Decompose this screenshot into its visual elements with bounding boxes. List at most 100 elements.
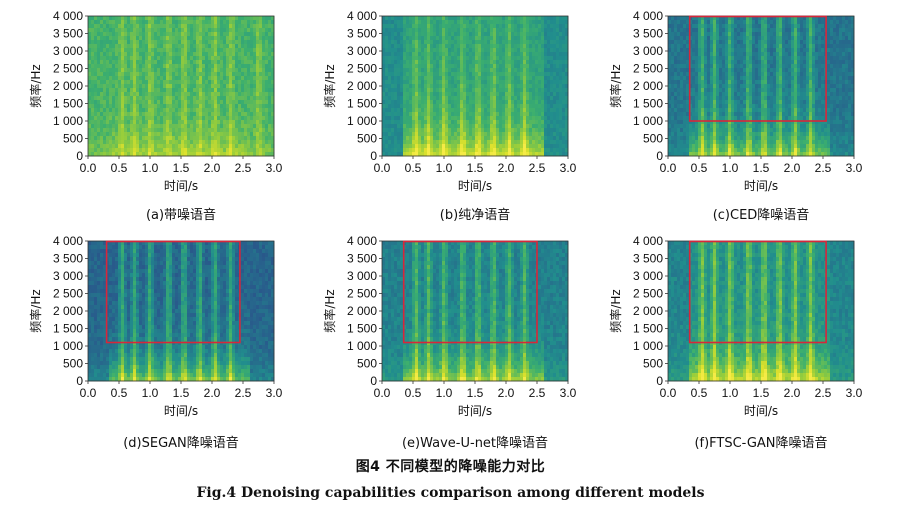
panel-caption: (d)SEGAN降噪语音 — [123, 436, 239, 451]
x-tick-label: 2.5 — [529, 161, 546, 175]
x-tick-label: 2.0 — [498, 161, 515, 175]
panel-caption: (c)CED降噪语音 — [712, 208, 810, 223]
x-tick-label: 1.5 — [173, 161, 190, 175]
spectrogram-heatmap — [668, 16, 855, 157]
y-axis-label: 频率/Hz — [322, 289, 337, 332]
x-tick-label: 1.0 — [722, 386, 739, 400]
y-tick-label: 3 500 — [53, 27, 83, 41]
spectrogram-panel-waveunet: 4 000 3 500 3 000 2 500 2 000 1 500 1 000 500 0 0… — [322, 234, 578, 425]
y-tick-label: 2 000 — [633, 304, 663, 318]
x-tick-label: 0.5 — [405, 386, 422, 400]
x-tick-label: 1.0 — [436, 161, 453, 175]
y-tick-label: 500 — [63, 132, 83, 146]
y-tick-label: 0 — [656, 149, 663, 163]
x-tick-label: 1.0 — [436, 386, 453, 400]
y-tick-label: 3 000 — [53, 44, 83, 58]
x-tick-label: 0.5 — [691, 161, 708, 175]
y-tick-label: 1 500 — [633, 322, 663, 336]
x-tick-label: 0.0 — [80, 161, 97, 175]
x-tick-label: 2.5 — [815, 161, 832, 175]
x-axis-label: 时间/s — [164, 179, 198, 193]
x-axis-label: 时间/s — [458, 404, 492, 418]
y-tick-label: 3 500 — [633, 27, 663, 41]
y-tick-label: 1 000 — [633, 114, 663, 128]
y-tick-label: 1 000 — [633, 339, 663, 353]
y-tick-label: 1 000 — [53, 114, 83, 128]
y-tick-label: 3 000 — [633, 269, 663, 283]
spectrogram-heatmap — [668, 241, 855, 382]
figure-caption-cn: 图4 不同模型的降噪能力对比 — [355, 459, 546, 475]
y-tick-label: 3 500 — [53, 252, 83, 266]
panel-caption: (f)FTSC-GAN降噪语音 — [694, 436, 828, 451]
x-tick-label: 0.5 — [111, 161, 128, 175]
spectrogram-panel-clean: 4 000 3 500 3 000 2 500 2 000 1 500 1 000 500 0 0… — [322, 9, 578, 200]
y-tick-label: 1 500 — [633, 97, 663, 111]
y-tick-label: 3 500 — [633, 252, 663, 266]
y-tick-label: 2 500 — [347, 62, 377, 76]
x-tick-label: 3.0 — [560, 386, 577, 400]
spectrogram-heatmap — [88, 241, 275, 382]
y-tick-label: 3 000 — [53, 269, 83, 283]
x-tick-label: 2.0 — [784, 386, 801, 400]
y-tick-label: 3 000 — [347, 44, 377, 58]
y-tick-label: 500 — [357, 357, 377, 371]
x-tick-label: 3.0 — [266, 161, 283, 175]
y-tick-label: 3 500 — [347, 252, 377, 266]
y-tick-label: 2 000 — [53, 304, 83, 318]
x-tick-label: 1.5 — [173, 386, 190, 400]
x-tick-label: 0.0 — [80, 386, 97, 400]
y-tick-label: 0 — [76, 374, 83, 388]
y-tick-label: 2 500 — [53, 62, 83, 76]
spectrogram-heatmap — [382, 241, 569, 382]
highlight-box — [688, 240, 827, 344]
y-tick-label: 4 000 — [347, 234, 377, 248]
x-tick-label: 2.5 — [815, 386, 832, 400]
y-tick-label: 500 — [63, 357, 83, 371]
x-tick-label: 3.0 — [266, 386, 283, 400]
x-tick-label: 2.5 — [529, 386, 546, 400]
x-tick-label: 1.0 — [722, 161, 739, 175]
y-tick-label: 500 — [357, 132, 377, 146]
x-tick-label: 1.5 — [753, 386, 770, 400]
y-tick-label: 1 000 — [347, 339, 377, 353]
y-tick-label: 2 500 — [633, 62, 663, 76]
y-axis-label: 频率/Hz — [608, 289, 623, 332]
panel-caption: (b)纯净语音 — [439, 208, 511, 223]
x-tick-label: 3.0 — [846, 161, 863, 175]
y-tick-label: 2 000 — [53, 79, 83, 93]
y-tick-label: 2 000 — [347, 304, 377, 318]
x-tick-label: 1.5 — [467, 161, 484, 175]
spectrogram-panel-segan: 4 000 3 500 3 000 2 500 2 000 1 500 1 000 500 0 0… — [28, 234, 284, 425]
x-tick-label: 0.5 — [691, 386, 708, 400]
spectrogram-panel-noisy: 4 000 3 500 3 000 2 500 2 000 1 500 1 000 500 0 0… — [28, 9, 284, 200]
y-tick-label: 0 — [370, 149, 377, 163]
panel-caption: (a)带噪语音 — [145, 208, 217, 223]
x-tick-label: 1.0 — [142, 161, 159, 175]
y-tick-label: 1 500 — [53, 97, 83, 111]
x-tick-label: 2.5 — [235, 386, 252, 400]
highlight-box — [402, 240, 538, 344]
x-tick-label: 1.0 — [142, 386, 159, 400]
y-tick-label: 2 000 — [347, 79, 377, 93]
y-tick-label: 3 000 — [347, 269, 377, 283]
y-axis-label: 频率/Hz — [322, 64, 337, 107]
x-axis-label: 时间/s — [744, 179, 778, 193]
figure-caption-en: Fig.4 Denoising capabilities comparison … — [196, 485, 705, 501]
x-tick-label: 2.5 — [235, 161, 252, 175]
y-tick-label: 2 000 — [633, 79, 663, 93]
x-axis-label: 时间/s — [458, 179, 492, 193]
y-tick-label: 4 000 — [633, 9, 663, 23]
y-tick-label: 1 000 — [347, 114, 377, 128]
y-axis-label: 频率/Hz — [28, 289, 43, 332]
x-tick-label: 2.0 — [204, 386, 221, 400]
y-tick-label: 2 500 — [347, 287, 377, 301]
y-tick-label: 1 500 — [347, 322, 377, 336]
x-tick-label: 2.0 — [204, 161, 221, 175]
x-axis-label: 时间/s — [744, 404, 778, 418]
y-tick-label: 1 500 — [53, 322, 83, 336]
